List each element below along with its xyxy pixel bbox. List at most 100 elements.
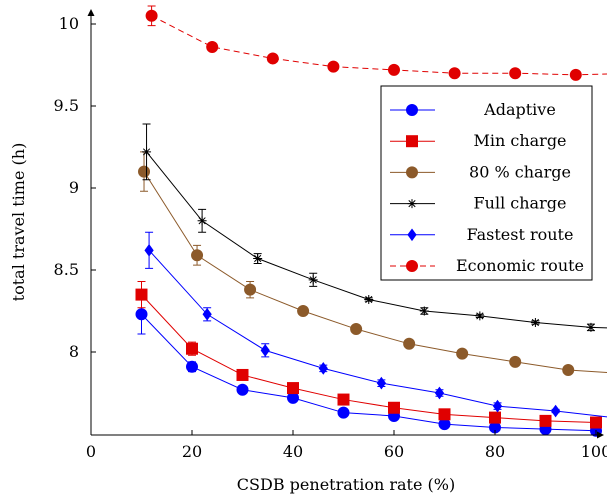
- y-axis-arrow: [87, 9, 95, 16]
- data-point: [438, 408, 451, 421]
- data-point: [287, 382, 299, 395]
- data-point: [142, 147, 152, 157]
- x-tick-label: 40: [283, 442, 303, 461]
- data-point: [550, 404, 561, 418]
- data-point: [202, 307, 212, 321]
- data-point: [492, 399, 503, 413]
- axes: 0 20 40 60 80 100 8 8.5 9 9.5 10 CSDB penetration…: [9, 9, 607, 494]
- x-tick-label: 80: [485, 442, 505, 461]
- legend-label: 80 % charge: [469, 162, 571, 181]
- data-point: [236, 383, 249, 396]
- data-point: [297, 305, 310, 317]
- data-point: [253, 254, 263, 264]
- series-line: [151, 15, 607, 76]
- data-point: [186, 342, 198, 355]
- series-line: [148, 249, 607, 418]
- data-point: [376, 376, 386, 390]
- data-point: [569, 68, 582, 81]
- data-point: [236, 368, 249, 381]
- data-point: [539, 414, 552, 427]
- legend-entry-6: Economic route: [390, 256, 584, 275]
- series-line: [143, 171, 607, 373]
- legend-box: [380, 85, 593, 281]
- legend-marker: [407, 228, 417, 242]
- data-point: [403, 337, 416, 350]
- series-line: [146, 151, 607, 329]
- x-tick-label: 100: [581, 442, 607, 461]
- legend-marker: [406, 260, 418, 272]
- legend-marker: [406, 166, 418, 179]
- legend-entry-1: Adaptive: [390, 100, 556, 119]
- y-tick-label: 10: [59, 14, 79, 33]
- data-point: [266, 52, 279, 65]
- data-point: [388, 401, 400, 414]
- data-point: [191, 249, 204, 262]
- legend-marker: [407, 199, 417, 209]
- y-ticks: 8 8.5 9 9.5 10: [54, 14, 96, 361]
- data-point: [509, 67, 522, 80]
- data-point: [186, 360, 198, 373]
- legend-entry-5: Fastest route: [390, 225, 573, 244]
- data-point: [337, 406, 350, 419]
- legend-label: Min charge: [473, 131, 566, 150]
- legend-label: Full charge: [474, 194, 567, 213]
- legend-entry-4: Full charge: [390, 194, 566, 213]
- data-point: [590, 416, 602, 429]
- series-2: [135, 280, 602, 429]
- legend-label: Fastest route: [467, 225, 574, 244]
- x-axis-arrow: [597, 431, 604, 439]
- data-point: [489, 411, 501, 424]
- data-point: [197, 216, 207, 226]
- legend: Adaptive Min charge 80 % charge Full charge…: [380, 85, 593, 281]
- data-point: [138, 165, 151, 178]
- legend-entries: Adaptive Min charge 80 % charge Full charge…: [390, 100, 584, 275]
- series-3: [138, 151, 607, 377]
- data-point: [364, 295, 374, 305]
- x-axis-title: CSDB penetration rate (%): [237, 475, 455, 494]
- data-point: [562, 364, 575, 377]
- x-tick-label: 20: [182, 442, 202, 461]
- legend-marker: [406, 135, 418, 148]
- series-line: [141, 294, 597, 424]
- legend-label: Adaptive: [483, 100, 556, 119]
- data-point: [475, 311, 485, 321]
- data-point: [135, 308, 148, 321]
- y-axis-title: total travel time (h): [9, 143, 28, 302]
- data-point: [135, 288, 148, 301]
- plot-area: [135, 5, 607, 437]
- data-point: [456, 347, 469, 360]
- y-tick-label: 9.5: [54, 96, 79, 115]
- y-tick-label: 9: [69, 178, 79, 197]
- legend-entry-3: 80 % charge: [390, 162, 571, 181]
- data-point: [244, 283, 257, 296]
- data-point: [350, 323, 363, 336]
- data-point: [308, 275, 318, 285]
- series-line: [141, 313, 597, 432]
- series-6: [145, 5, 607, 81]
- x-tick-label: 0: [86, 442, 96, 461]
- data-point: [318, 362, 328, 375]
- data-point: [530, 317, 540, 327]
- legend-label: Economic route: [456, 256, 584, 275]
- legend-entry-2: Min charge: [390, 131, 567, 150]
- legend-marker: [406, 104, 418, 116]
- data-point: [586, 322, 596, 332]
- x-ticks: 0 20 40 60 80 100: [86, 430, 607, 461]
- data-point: [260, 344, 270, 357]
- data-point: [388, 63, 400, 76]
- data-point: [206, 40, 219, 53]
- data-point: [509, 355, 522, 368]
- x-tick-label: 60: [384, 442, 404, 461]
- data-point: [337, 393, 350, 406]
- series-5: [144, 231, 607, 418]
- data-point: [448, 67, 461, 80]
- data-point: [145, 9, 158, 22]
- data-point: [434, 386, 445, 400]
- data-point: [144, 243, 154, 257]
- y-tick-label: 8.5: [54, 260, 79, 279]
- y-tick-label: 8: [69, 342, 79, 361]
- data-point: [327, 60, 340, 73]
- series-4: [142, 123, 607, 332]
- data-point: [419, 306, 429, 316]
